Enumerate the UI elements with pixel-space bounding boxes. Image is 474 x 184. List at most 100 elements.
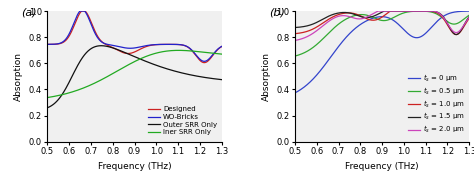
WO-Bricks xyxy=(77,10,83,12)
Designed xyxy=(55,43,61,45)
Line: Outer SRR Only: Outer SRR Only xyxy=(47,46,222,108)
Iner SRR Only xyxy=(150,53,156,55)
$t_s$ = 1.0 μm xyxy=(387,10,393,12)
$t_s$ = 1.0 μm xyxy=(403,10,409,12)
$t_s$ = 1.5 μm xyxy=(398,10,404,12)
Outer SRR Only xyxy=(219,79,225,81)
Text: (b): (b) xyxy=(269,7,285,17)
$t_s$ = 2.0 μm xyxy=(442,19,448,21)
$t_s$ = 2.0 μm xyxy=(393,10,399,12)
Iner SRR Only xyxy=(219,53,225,55)
$t_s$ = 1.0 μm xyxy=(425,10,430,12)
Designed xyxy=(45,43,50,45)
$t_s$ = 0 μm xyxy=(398,25,403,28)
$t_s$ = 0.5 μm xyxy=(425,10,430,13)
Designed xyxy=(151,44,156,46)
$t_s$ = 0 μm xyxy=(393,21,399,24)
X-axis label: Frequency (THz): Frequency (THz) xyxy=(345,162,419,171)
$t_s$ = 1.5 μm xyxy=(292,26,298,29)
Y-axis label: Absorption: Absorption xyxy=(262,52,271,101)
Line: $t_s$ = 0 μm: $t_s$ = 0 μm xyxy=(295,11,469,93)
Line: $t_s$ = 0.5 μm: $t_s$ = 0.5 μm xyxy=(295,11,469,56)
$t_s$ = 1.0 μm xyxy=(303,31,309,33)
Outer SRR Only xyxy=(195,75,201,77)
Outer SRR Only xyxy=(146,61,152,64)
Iner SRR Only xyxy=(176,49,182,52)
$t_s$ = 1.5 μm xyxy=(442,19,448,21)
$t_s$ = 0 μm xyxy=(466,10,472,12)
$t_s$ = 0 μm xyxy=(424,31,430,33)
$t_s$ = 0.5 μm xyxy=(292,55,298,57)
WO-Bricks xyxy=(177,43,182,46)
Iner SRR Only xyxy=(195,50,201,53)
Line: $t_s$ = 2.0 μm: $t_s$ = 2.0 μm xyxy=(295,11,469,40)
WO-Bricks xyxy=(219,45,225,47)
WO-Bricks xyxy=(45,43,50,45)
$t_s$ = 0 μm xyxy=(442,14,448,16)
$t_s$ = 1.5 μm xyxy=(303,25,309,27)
$t_s$ = 0.5 μm xyxy=(442,19,448,21)
$t_s$ = 1.0 μm xyxy=(398,10,404,12)
$t_s$ = 0.5 μm xyxy=(303,51,309,53)
$t_s$ = 2.0 μm xyxy=(425,10,430,12)
Line: Designed: Designed xyxy=(47,11,222,63)
Designed xyxy=(201,61,207,64)
Text: (a): (a) xyxy=(21,7,37,17)
Designed xyxy=(195,57,201,59)
Outer SRR Only xyxy=(151,63,156,65)
Outer SRR Only xyxy=(45,107,50,109)
Iner SRR Only xyxy=(55,94,61,97)
WO-Bricks xyxy=(201,60,207,62)
Designed xyxy=(156,43,162,46)
$t_s$ = 0 μm xyxy=(403,31,409,33)
WO-Bricks xyxy=(151,44,156,46)
$t_s$ = 1.0 μm xyxy=(442,20,448,22)
Iner SRR Only xyxy=(146,54,152,56)
$t_s$ = 2.0 μm xyxy=(375,10,381,12)
$t_s$ = 1.0 μm xyxy=(292,33,298,35)
$t_s$ = 0 μm xyxy=(303,85,309,87)
X-axis label: Frequency (THz): Frequency (THz) xyxy=(98,162,172,171)
$t_s$ = 0.5 μm xyxy=(403,11,409,13)
$t_s$ = 0.5 μm xyxy=(393,15,399,17)
Designed xyxy=(177,44,182,46)
WO-Bricks xyxy=(156,43,162,46)
Designed xyxy=(79,10,85,12)
$t_s$ = 0.5 μm xyxy=(417,10,423,12)
$t_s$ = 1.0 μm xyxy=(453,33,459,36)
Outer SRR Only xyxy=(99,45,104,47)
Designed xyxy=(219,45,225,48)
Iner SRR Only xyxy=(155,52,161,54)
WO-Bricks xyxy=(55,43,61,45)
Y-axis label: Absorption: Absorption xyxy=(14,52,23,101)
$t_s$ = 1.0 μm xyxy=(466,17,472,19)
Iner SRR Only xyxy=(45,96,50,99)
Designed xyxy=(146,45,152,47)
$t_s$ = 2.0 μm xyxy=(398,10,404,12)
Line: WO-Bricks: WO-Bricks xyxy=(47,11,222,61)
$t_s$ = 0.5 μm xyxy=(398,13,403,15)
$t_s$ = 1.5 μm xyxy=(466,15,472,18)
WO-Bricks xyxy=(195,56,201,58)
Outer SRR Only xyxy=(156,65,162,67)
Legend: $t_s$ = 0 μm, $t_s$ = 0.5 μm, $t_s$ = 1.0 μm, $t_s$ = 1.5 μm, $t_s$ = 2.0 μm: $t_s$ = 0 μm, $t_s$ = 0.5 μm, $t_s$ = 1.… xyxy=(405,70,467,138)
$t_s$ = 2.0 μm xyxy=(466,16,472,18)
$t_s$ = 1.5 μm xyxy=(453,33,459,36)
$t_s$ = 1.0 μm xyxy=(393,10,399,12)
$t_s$ = 0 μm xyxy=(292,92,298,94)
$t_s$ = 1.5 μm xyxy=(393,10,399,12)
Legend: Designed, WO-Bricks, Outer SRR Only, Iner SRR Only: Designed, WO-Bricks, Outer SRR Only, Ine… xyxy=(145,103,220,138)
$t_s$ = 2.0 μm xyxy=(303,36,309,38)
$t_s$ = 2.0 μm xyxy=(292,39,298,42)
Iner SRR Only xyxy=(177,49,182,52)
$t_s$ = 1.5 μm xyxy=(403,10,409,12)
$t_s$ = 2.0 μm xyxy=(403,10,409,12)
$t_s$ = 0.5 μm xyxy=(466,14,472,16)
Outer SRR Only xyxy=(55,99,61,101)
Line: Iner SRR Only: Iner SRR Only xyxy=(47,50,222,98)
Line: $t_s$ = 1.0 μm: $t_s$ = 1.0 μm xyxy=(295,11,469,35)
Line: $t_s$ = 1.5 μm: $t_s$ = 1.5 μm xyxy=(295,11,469,35)
$t_s$ = 1.5 μm xyxy=(425,10,430,12)
WO-Bricks xyxy=(146,44,152,46)
Outer SRR Only xyxy=(177,71,182,74)
